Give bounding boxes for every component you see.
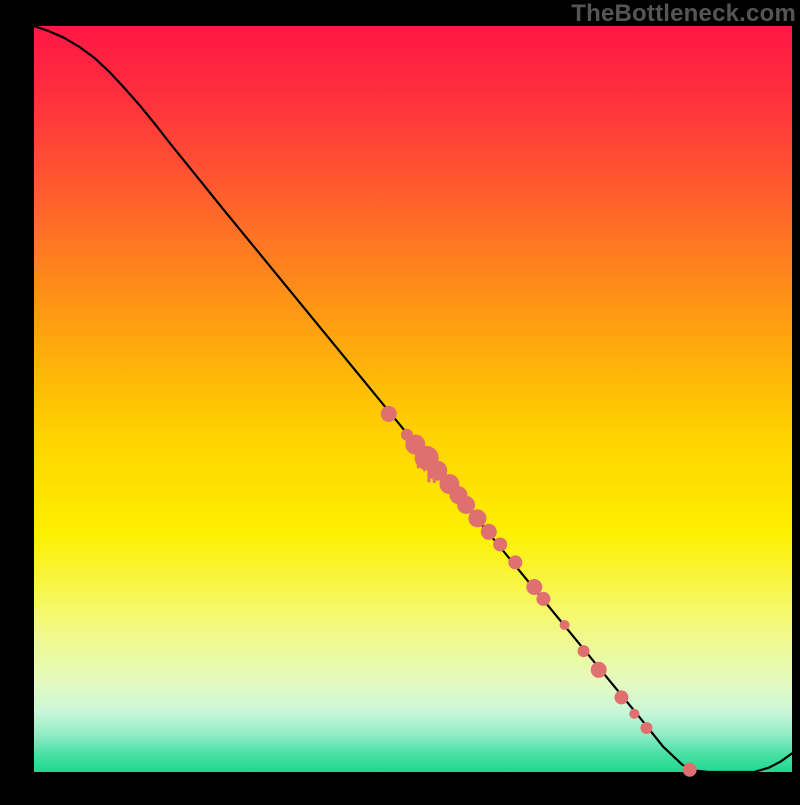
data-marker (526, 579, 542, 595)
data-marker (381, 406, 397, 422)
chart-svg (0, 0, 800, 800)
data-marker (493, 537, 507, 551)
data-marker (536, 592, 550, 606)
data-marker (560, 620, 570, 630)
watermark-label: TheBottleneck.com (571, 0, 796, 28)
data-marker (640, 722, 652, 734)
data-marker (508, 555, 522, 569)
data-marker (614, 690, 628, 704)
data-marker (481, 524, 497, 540)
data-marker (591, 662, 607, 678)
data-marker (578, 645, 590, 657)
plot-area (34, 26, 792, 772)
data-marker (629, 709, 639, 719)
data-marker (683, 763, 697, 777)
data-marker (468, 509, 486, 527)
bottleneck-chart: TheBottleneck.com (0, 0, 800, 800)
